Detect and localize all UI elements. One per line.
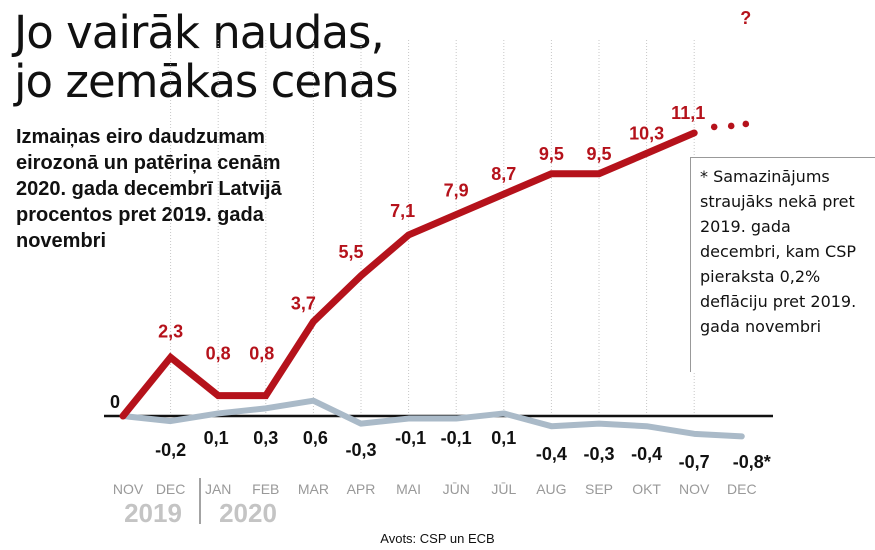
x-tick-label: DEC [727,481,757,497]
x-axis: NOV DEC JAN FEB MAR APR MAI JŪN JŪL AUG SEP OKT NOV D… [113,478,757,528]
series-line-money [119,129,698,420]
source-credit: Avots: CSP un ECB [380,531,495,546]
data-label-prices: 0,6 [303,428,328,448]
data-label-prices: -0,1 [395,428,426,448]
data-label-money: 9,5 [539,144,564,164]
x-tick-label: APR [347,481,376,497]
data-label-money: 10,3 [629,123,664,143]
data-label-money: 2,3 [158,321,183,341]
data-label-money: 0,8 [249,344,274,364]
x-tick-label: MAI [396,481,421,497]
chart-subtitle: Izmaiņas eiro daudzumam eirozonā un patē… [16,126,282,252]
data-label-prices: 0,1 [491,428,516,448]
data-label-money: 8,7 [491,164,516,184]
x-tick-label: JAN [205,481,231,497]
continuation-dot [727,122,735,130]
x-tick-label: MAR [298,481,329,497]
data-label-prices: -0,2 [155,440,186,460]
series-line-prices [120,397,745,440]
series-lines [119,120,750,440]
data-label-prices: -0,3 [583,444,614,464]
data-label-money: 9,5 [586,144,611,164]
footnote-box: * Samazinājums straujāks nekā pret 2019.… [690,157,875,372]
continuation-dot [742,120,750,128]
data-label-prices: 0,1 [204,428,229,448]
year-label-2019: 2019 [124,498,182,528]
data-label-money: 0 [110,392,120,412]
data-label-prices: -0,1 [441,428,472,448]
year-label-2020: 2020 [219,498,277,528]
data-label-prices: 0,3 [253,428,278,448]
data-label-money: 5,5 [338,242,363,262]
data-labels: 0 2,3 0,8 0,8 3,7 5,5 7,1 7,9 8,7 9,5 9,5 10,3 11,1?… [110,8,771,472]
data-label-prices: -0,4 [631,444,662,464]
x-tick-label: FEB [252,481,279,497]
data-label-prices: -0,3 [345,440,376,460]
continuation-dot [710,123,718,131]
x-tick-label: AUG [536,481,566,497]
data-label-money: 7,1 [390,201,415,221]
x-tick-label: JŪN [443,481,470,497]
x-tick-label: JŪL [491,481,516,497]
x-tick-label: DEC [156,481,186,497]
data-label-money: ? [740,8,751,28]
data-label-money: 7,9 [444,181,469,201]
x-tick-label: OKT [632,481,661,497]
data-label-money: 0,8 [206,344,231,364]
data-label-prices: -0,4 [536,444,567,464]
x-tick-label: NOV [679,481,710,497]
x-tick-label: NOV [113,481,144,497]
x-tick-label: SEP [585,481,613,497]
chart-title: Jo vairāk naudas, jo zemākas cenas [14,6,399,108]
data-label-money: 11,1 [671,103,705,123]
data-label-money: 3,7 [291,294,316,314]
data-label-prices: -0,8* [733,452,771,472]
data-label-prices: -0,7 [679,452,710,472]
